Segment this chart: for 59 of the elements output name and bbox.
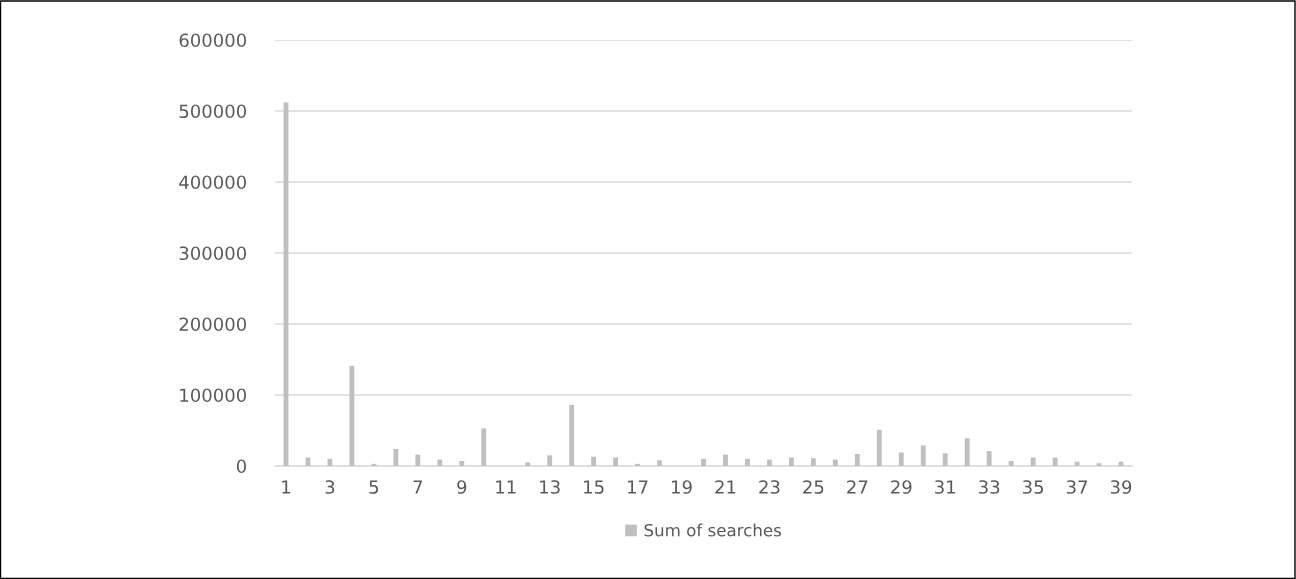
bar <box>657 460 662 466</box>
bar <box>876 429 882 466</box>
bar <box>635 463 640 466</box>
x-tick-label: 29 <box>891 480 912 494</box>
x-tick-label: 35 <box>1023 480 1044 494</box>
y-tick-label: 300000 <box>179 246 247 261</box>
bar <box>569 404 575 466</box>
x-tick-label: 27 <box>847 480 868 494</box>
bar <box>415 454 421 466</box>
bar <box>942 453 948 466</box>
x-tick-label: 23 <box>759 480 780 494</box>
bar <box>701 458 706 466</box>
x-tick-label: 25 <box>803 480 824 494</box>
x-tick-label: 7 <box>413 480 423 494</box>
bar <box>854 453 860 466</box>
bar <box>547 455 553 466</box>
bar <box>767 459 772 466</box>
bar <box>745 458 750 466</box>
x-tick-label: 11 <box>496 480 516 494</box>
bar <box>525 462 531 466</box>
bar <box>920 445 926 466</box>
x-tick-label: 9 <box>457 480 467 494</box>
bar <box>349 365 355 466</box>
y-tick-label: 600000 <box>179 33 247 48</box>
x-tick-label: 21 <box>715 480 736 494</box>
bar <box>898 452 904 466</box>
x-tick-label: 39 <box>1110 480 1132 494</box>
bar <box>481 428 487 466</box>
bar <box>371 463 377 466</box>
x-tick-label: 1 <box>282 480 291 494</box>
bar <box>1008 461 1014 466</box>
bar <box>832 459 838 466</box>
x-tick-label: 33 <box>979 480 1000 494</box>
x-tick-label: 31 <box>935 480 956 494</box>
bar <box>459 461 465 466</box>
x-tick-label: 37 <box>1066 480 1088 494</box>
x-tick-label: 15 <box>584 480 604 494</box>
x-tick-label: 19 <box>672 480 692 494</box>
bar <box>964 438 970 466</box>
y-tick-label: 400000 <box>179 175 247 190</box>
x-tick-label: 17 <box>628 480 648 494</box>
legend-label: Sum of searches <box>644 523 782 537</box>
bar <box>1052 457 1058 466</box>
x-tick-label: 5 <box>369 480 379 494</box>
bar <box>1030 457 1036 466</box>
x-tick-label: 3 <box>325 480 335 494</box>
bar <box>986 451 992 466</box>
bar <box>613 457 619 466</box>
bar <box>788 457 794 466</box>
bar <box>437 459 443 466</box>
y-tick-label: 200000 <box>179 317 247 332</box>
bar <box>723 454 728 466</box>
bar <box>810 458 816 466</box>
bar <box>393 448 399 466</box>
y-tick-label: 0 <box>236 459 247 474</box>
y-tick-label: 500000 <box>179 104 247 119</box>
x-tick-label: 13 <box>540 480 560 494</box>
bar <box>591 456 597 466</box>
y-tick-label: 100000 <box>180 388 247 403</box>
